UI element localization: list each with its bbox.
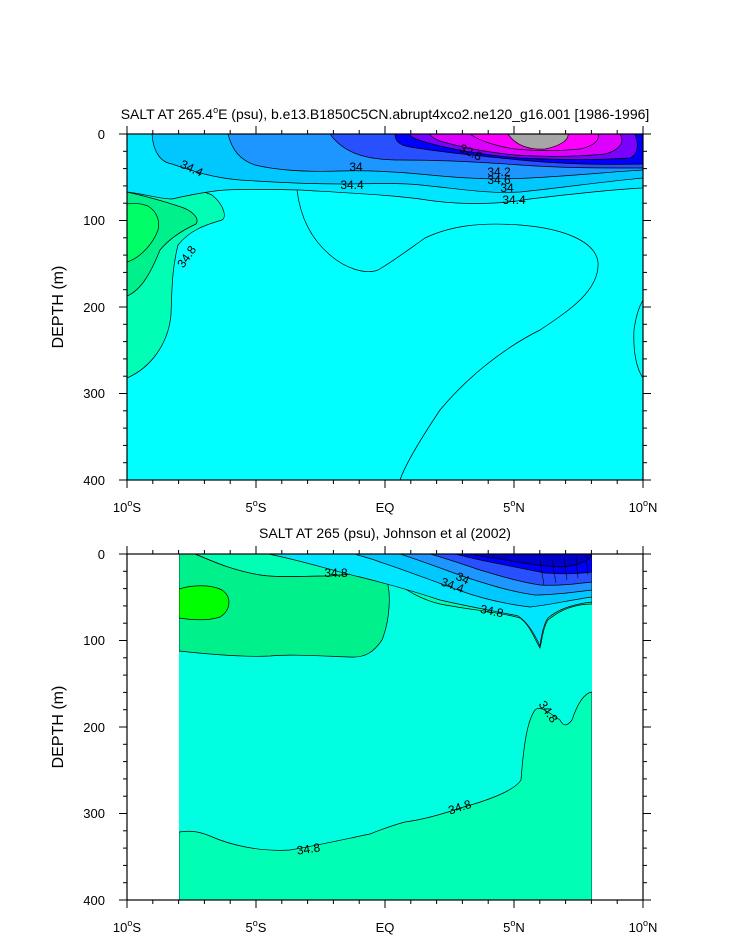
bottom-xtick-label: 5oN xyxy=(503,918,525,935)
bottom-contour-label: 34.8 xyxy=(296,840,321,857)
top-ytick-label: 100 xyxy=(83,213,105,228)
bottom-y-tick-labels: 0 100 200 300 400 xyxy=(83,547,105,908)
top-contour-label: 34.4 xyxy=(340,178,364,192)
bottom-x-tick-labels: 10oS 5oS EQ 5oN 10oN xyxy=(113,918,658,935)
top-y-axis-label: DEPTH (m) xyxy=(50,266,67,349)
top-xtick-label: 10oS xyxy=(113,498,141,515)
top-ytick-label: 400 xyxy=(83,473,105,488)
top-ytick-label: 200 xyxy=(83,300,105,315)
bottom-contour-label: 34.8 xyxy=(324,566,348,580)
top-xtick-label: 10oN xyxy=(629,498,658,515)
top-ticks xyxy=(119,126,651,488)
bottom-ytick-label: 400 xyxy=(83,893,105,908)
top-contour-label: 34 xyxy=(349,160,363,174)
top-contour-field xyxy=(127,134,643,480)
top-contour-label: 34.2 xyxy=(487,165,511,179)
bottom-xtick-label: 10oS xyxy=(113,918,141,935)
top-panel: SALT AT 265.4oE (psu), b.e13.B1850C5CN.a… xyxy=(50,105,657,515)
top-fill-32.0-core xyxy=(507,134,569,150)
top-contour-label: 34 xyxy=(500,181,514,195)
top-xtick-label: 5oN xyxy=(503,498,525,515)
top-fill-34.8-core xyxy=(127,203,159,263)
bottom-contour-label: 34 xyxy=(454,569,472,587)
top-panel-title: SALT AT 265.4oE (psu), b.e13.B1850C5CN.a… xyxy=(121,105,650,122)
bottom-xtick-label: EQ xyxy=(376,920,395,935)
bottom-panel-title: SALT AT 265 (psu), Johnson et al (2002) xyxy=(259,525,511,541)
top-contour-label: 34.4 xyxy=(502,193,526,207)
bottom-contour-label: 34.8 xyxy=(479,602,505,621)
bottom-fill-saltier-region xyxy=(179,554,390,658)
top-fill-east-lens xyxy=(633,299,643,379)
bottom-ytick-label: 300 xyxy=(83,806,105,821)
bottom-xtick-label: 5oS xyxy=(246,918,267,935)
top-contour-label: 34.6 xyxy=(487,173,511,187)
bottom-contour-field xyxy=(179,554,592,900)
bottom-xtick-label: 10oN xyxy=(629,918,658,935)
bottom-ticks xyxy=(119,546,651,908)
bottom-panel: SALT AT 265 (psu), Johnson et al (2002) … xyxy=(50,525,657,935)
top-xtick-label: EQ xyxy=(376,500,395,515)
top-contour-34.6-line xyxy=(296,189,599,480)
bottom-fill-max-core xyxy=(179,585,230,621)
bottom-contour-striations xyxy=(539,555,589,586)
top-xtick-label: 5oS xyxy=(246,498,267,515)
bottom-fill-33.6-layer xyxy=(469,554,592,568)
top-x-tick-labels: 10oS 5oS EQ 5oN 10oN xyxy=(113,498,658,515)
bottom-ytick-label: 100 xyxy=(83,633,105,648)
bottom-y-axis-label: DEPTH (m) xyxy=(50,686,67,769)
top-ytick-label: 0 xyxy=(98,127,105,142)
bottom-contour-label: 34.8 xyxy=(446,797,473,818)
top-ytick-label: 300 xyxy=(83,386,105,401)
top-y-tick-labels: 0 100 200 300 400 xyxy=(83,127,105,488)
bottom-ytick-label: 0 xyxy=(98,547,105,562)
bottom-ytick-label: 200 xyxy=(83,720,105,735)
